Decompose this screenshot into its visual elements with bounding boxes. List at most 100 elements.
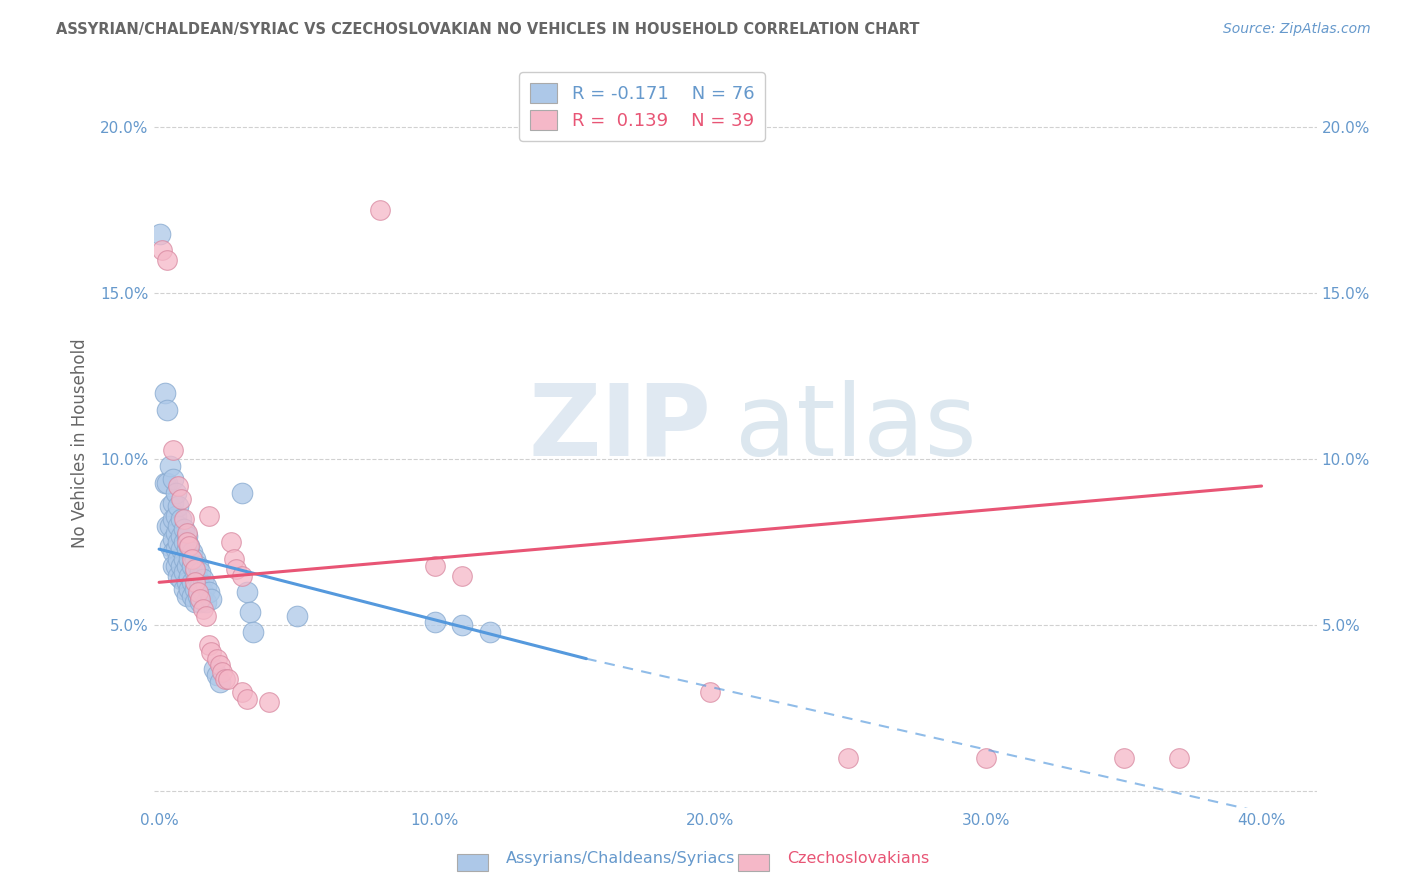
Point [156, 253, 179, 268]
Point [162, 442, 184, 457]
Point [193, 585, 215, 599]
Point [478, 625, 501, 640]
Point [149, 227, 172, 241]
Point [423, 615, 446, 629]
Point [205, 651, 228, 665]
Point [208, 674, 231, 689]
Point [974, 751, 997, 765]
Point [451, 568, 474, 582]
Point [176, 525, 198, 540]
Point [170, 542, 193, 557]
Text: Source: ZipAtlas.com: Source: ZipAtlas.com [1223, 22, 1371, 37]
Point [184, 575, 207, 590]
Point [184, 566, 207, 580]
Point [165, 542, 187, 557]
Point [1112, 751, 1135, 765]
Point [170, 512, 193, 526]
Point [225, 562, 247, 576]
Point [239, 605, 262, 619]
Point [202, 662, 225, 676]
Point [197, 639, 219, 653]
Point [156, 519, 179, 533]
Point [176, 542, 198, 557]
Point [170, 558, 193, 573]
Point [173, 512, 195, 526]
Point [184, 595, 207, 609]
Point [153, 386, 176, 401]
Point [150, 244, 173, 258]
Point [1167, 751, 1189, 765]
Point [423, 558, 446, 573]
Point [162, 532, 184, 546]
Point [181, 589, 204, 603]
Point [837, 751, 859, 765]
Point [187, 558, 209, 573]
Point [236, 691, 259, 706]
Point [200, 645, 222, 659]
Point [153, 475, 176, 490]
Point [231, 568, 253, 582]
Point [173, 566, 195, 580]
Point [176, 529, 198, 543]
Point [179, 568, 201, 582]
Point [173, 535, 195, 549]
Text: ASSYRIAN/CHALDEAN/SYRIAC VS CZECHOSLOVAKIAN NO VEHICLES IN HOUSEHOLD CORRELATION: ASSYRIAN/CHALDEAN/SYRIAC VS CZECHOSLOVAK… [56, 22, 920, 37]
Point [181, 552, 204, 566]
Point [194, 608, 217, 623]
Point [165, 485, 187, 500]
Point [176, 535, 198, 549]
Text: atlas: atlas [735, 380, 977, 477]
Point [190, 595, 212, 609]
Point [170, 492, 193, 507]
Point [162, 496, 184, 510]
Point [219, 535, 242, 549]
Point [167, 479, 190, 493]
Point [190, 591, 212, 606]
Point [184, 552, 207, 566]
Point [451, 618, 474, 632]
Text: Czechoslovakians: Czechoslovakians [787, 852, 929, 866]
Point [162, 558, 184, 573]
Point [222, 552, 245, 566]
Point [156, 475, 179, 490]
Point [231, 685, 253, 699]
Text: ZIP: ZIP [529, 380, 711, 477]
Point [211, 665, 233, 679]
Point [181, 575, 204, 590]
Point [176, 558, 198, 573]
Point [170, 572, 193, 586]
Text: Assyrians/Chaldeans/Syriacs: Assyrians/Chaldeans/Syriacs [506, 852, 735, 866]
Point [200, 591, 222, 606]
Point [368, 203, 391, 218]
Point [699, 685, 721, 699]
Point [190, 566, 212, 580]
Point [159, 539, 181, 553]
Point [194, 579, 217, 593]
Point [156, 402, 179, 417]
Point [187, 572, 209, 586]
Point [259, 695, 281, 709]
Point [167, 519, 190, 533]
Point [176, 575, 198, 590]
Point [165, 525, 187, 540]
Point [179, 552, 201, 566]
Point [214, 672, 236, 686]
Point [167, 552, 190, 566]
Point [162, 545, 184, 559]
Point [285, 608, 308, 623]
Point [187, 589, 209, 603]
Point [162, 512, 184, 526]
Point [167, 535, 190, 549]
Point [193, 602, 215, 616]
Point [236, 585, 259, 599]
Point [173, 582, 195, 596]
Point [181, 545, 204, 559]
Point [173, 552, 195, 566]
Point [194, 595, 217, 609]
Point [179, 582, 201, 596]
Point [170, 529, 193, 543]
Point [197, 585, 219, 599]
Point [184, 562, 207, 576]
Point [179, 539, 201, 553]
Point [242, 625, 264, 640]
